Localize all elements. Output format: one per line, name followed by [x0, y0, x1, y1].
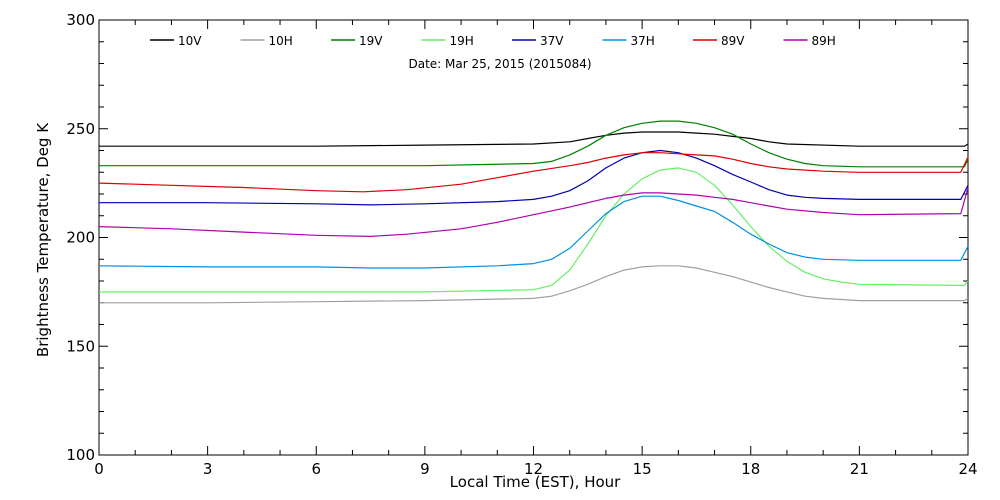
series-line-19h: [99, 167, 969, 293]
legend-label-37h: 37H: [631, 34, 655, 48]
chart-subtitle: Date: Mar 25, 2015 (2015084): [408, 57, 591, 71]
x-axis-title: Local Time (EST), Hour: [450, 473, 621, 491]
y-tick-label: 100: [66, 446, 95, 464]
x-tick-label: 0: [94, 460, 104, 478]
series-line-37v: [99, 149, 969, 206]
y-tick-label: 150: [66, 337, 95, 355]
plot-area-frame: [98, 19, 969, 456]
x-tick-label: 3: [203, 460, 213, 478]
y-tick-label: 200: [66, 229, 95, 247]
series-line-37h: [98, 195, 969, 269]
x-tick-label: 15: [633, 460, 652, 478]
legend-label-37v: 37V: [540, 34, 564, 48]
legend-label-89h: 89H: [812, 34, 836, 48]
legend-label-19h: 19H: [450, 34, 474, 48]
series-line-10v: [99, 131, 969, 147]
y-tick-label: 300: [66, 11, 95, 29]
y-tick-label: 250: [66, 120, 95, 138]
x-tick-label: 21: [850, 460, 869, 478]
x-tick-label: 9: [420, 460, 430, 478]
series-line-89h: [98, 187, 969, 237]
legend: 10V 10H 19V 19H 37V 37H 89V 89H: [150, 34, 836, 48]
x-tick-label: 24: [958, 460, 977, 478]
x-tick-label: 12: [524, 460, 543, 478]
series-lines: [98, 120, 969, 304]
x-tick-label: 6: [311, 460, 321, 478]
legend-label-10h: 10H: [269, 34, 293, 48]
legend-label-89v: 89V: [721, 34, 745, 48]
axis-tick-labels: 0 3 6 9 12 15 18 21 24 100 150 200 250 300: [66, 11, 977, 478]
x-tick-label: 18: [741, 460, 760, 478]
legend-label-19v: 19V: [359, 34, 383, 48]
series-line-89v: [98, 152, 969, 193]
y-axis-title: Brightness Temperature, Deg K: [34, 122, 52, 357]
series-line-10h: [99, 265, 969, 304]
series-line-19v: [99, 120, 969, 168]
legend-label-10v: 10V: [178, 34, 202, 48]
axis-ticks: [98, 19, 969, 456]
